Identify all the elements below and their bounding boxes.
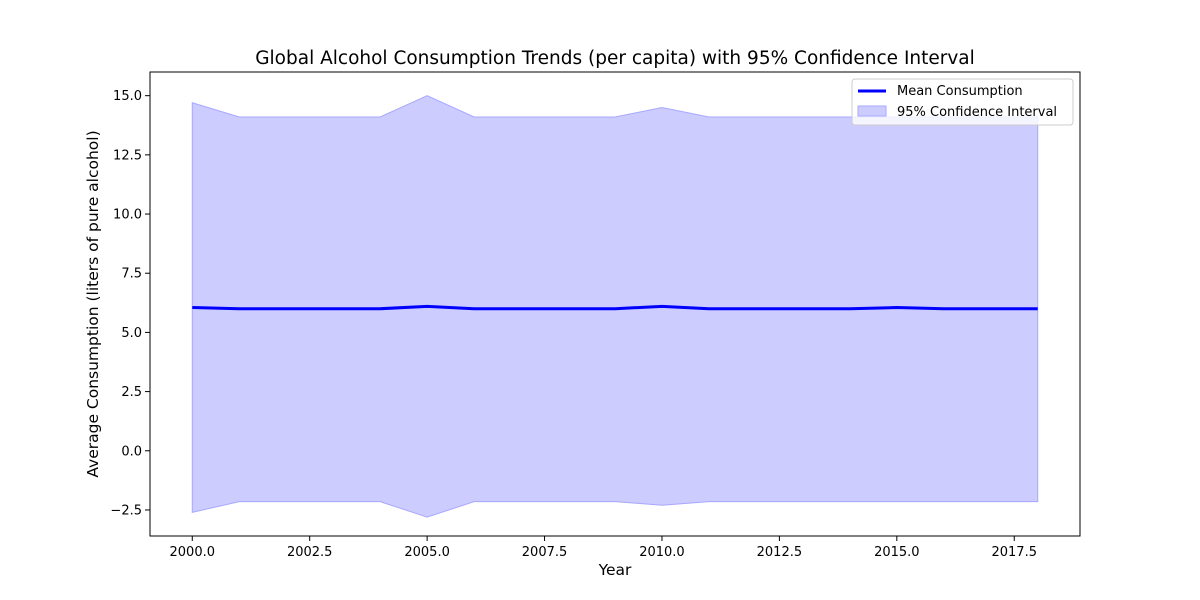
y-tick-label: 10.0 — [113, 208, 142, 223]
y-tick-label: 12.5 — [113, 148, 142, 163]
legend-frame — [851, 78, 1074, 126]
x-tick-label: 2002.5 — [287, 545, 333, 560]
y-tick-label: 2.5 — [121, 385, 142, 400]
x-tick-label: 2015.0 — [874, 545, 920, 560]
x-tick-label: 2010.0 — [639, 545, 685, 560]
y-tick-label: 7.5 — [121, 267, 142, 282]
y-axis-label: Average Consumption (liters of pure alco… — [84, 130, 102, 477]
plot-area: 2000.0 2002.5 2005.0 2007.5 2010.0 2012.5 2015… — [110, 71, 1081, 560]
legend-swatch-ci — [857, 105, 887, 117]
x-tick-label: 2012.5 — [757, 545, 803, 560]
confidence-band — [191, 95, 1039, 518]
y-tick-label: 0.0 — [121, 444, 142, 459]
mean-consumption-line — [192, 304, 1038, 311]
legend-label-mean: Mean Consumption — [897, 84, 1023, 99]
x-tick-label: 2000.0 — [170, 545, 216, 560]
legend-label-ci: 95% Confidence Interval — [897, 105, 1057, 120]
x-tick-label: 2017.5 — [991, 545, 1037, 560]
chart-title: Global Alcohol Consumption Trends (per c… — [255, 48, 975, 69]
axes-frame — [149, 71, 1081, 537]
y-tick-label: −2.5 — [110, 503, 142, 518]
x-tick-label: 2005.0 — [404, 545, 450, 560]
x-tick-label: 2007.5 — [522, 545, 568, 560]
x-axis-label: Year — [598, 561, 632, 579]
y-tick-label: 15.0 — [113, 89, 142, 104]
y-tick-label: 5.0 — [121, 326, 142, 341]
legend: Mean Consumption 95% Confidence Interval — [851, 78, 1074, 126]
